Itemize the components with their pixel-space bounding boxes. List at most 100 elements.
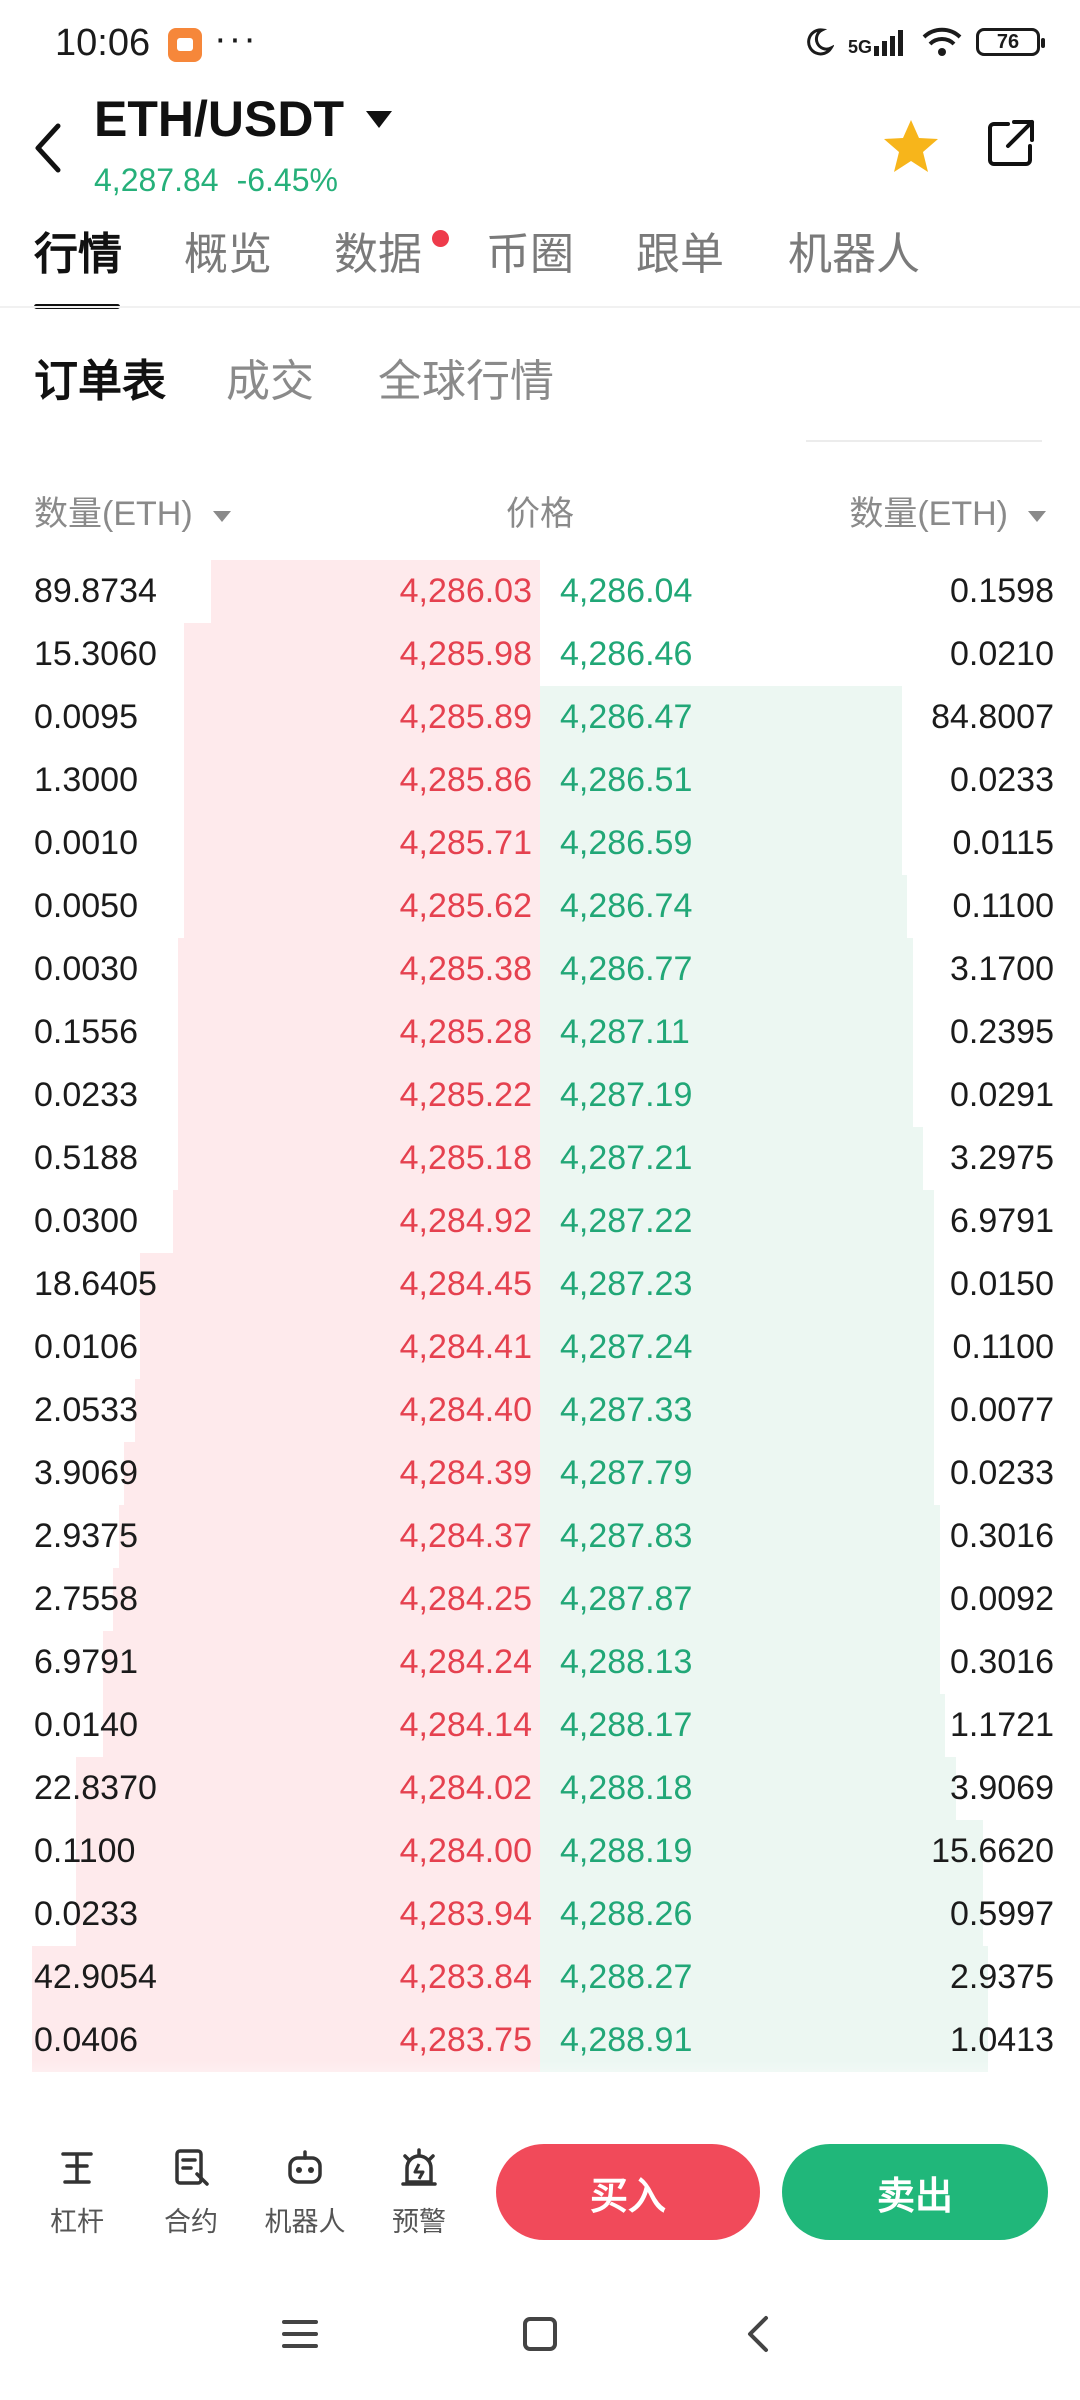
bid-depth-bar — [178, 938, 540, 1001]
order-book-row[interactable]: 2.0533 4,284.40 4,287.33 0.0077 — [0, 1379, 1080, 1442]
tab-circle[interactable]: 币圈 — [486, 230, 574, 279]
order-book-row[interactable]: 18.6405 4,284.45 4,287.23 0.0150 — [0, 1253, 1080, 1316]
bid-price: 4,286.03 — [399, 572, 532, 610]
robot-icon — [288, 2150, 322, 2184]
order-book-row[interactable]: 2.7558 4,284.25 4,287.87 0.0092 — [0, 1568, 1080, 1631]
bid-price: 4,285.28 — [399, 1013, 532, 1051]
bid-price: 4,284.39 — [399, 1454, 532, 1492]
share-icon[interactable] — [984, 116, 1038, 170]
ask-price: 4,288.17 — [560, 1706, 693, 1744]
ask-price: 4,287.22 — [560, 1202, 693, 1240]
bid-depth-bar — [211, 560, 540, 623]
bid-price: 4,285.62 — [399, 887, 532, 925]
tool-robot[interactable]: 机器人 — [250, 2146, 360, 2239]
order-book-row[interactable]: 0.0030 4,285.38 4,286.77 3.1700 — [0, 938, 1080, 1001]
ask-qty-dropdown-icon — [1028, 510, 1046, 522]
ask-qty: 0.0233 — [950, 1454, 1054, 1492]
ask-qty: 0.5997 — [950, 1895, 1054, 1933]
ask-depth-bar — [540, 1127, 923, 1190]
order-book-row[interactable]: 0.0050 4,285.62 4,286.74 0.1100 — [0, 875, 1080, 938]
back-icon[interactable] — [28, 118, 68, 178]
tab-copy-trade[interactable]: 跟单 — [636, 230, 724, 279]
sell-button[interactable]: 卖出 — [782, 2144, 1048, 2240]
pair-name: ETH/USDT — [94, 91, 344, 147]
ask-qty: 0.0092 — [950, 1580, 1054, 1618]
pair-selector[interactable]: ETH/USDT — [94, 90, 392, 148]
order-book-row[interactable]: 0.0106 4,284.41 4,287.24 0.1100 — [0, 1316, 1080, 1379]
ask-depth-bar — [540, 812, 902, 875]
ask-depth-bar — [540, 938, 913, 1001]
moon-icon — [807, 28, 834, 56]
order-book-row[interactable]: 0.5188 4,285.18 4,287.21 3.2975 — [0, 1127, 1080, 1190]
bid-price: 4,284.24 — [399, 1643, 532, 1681]
tool-alarm[interactable]: 预警 — [364, 2146, 474, 2239]
star-icon[interactable] — [880, 116, 942, 178]
ask-price: 4,288.19 — [560, 1832, 693, 1870]
bid-qty-header[interactable]: 数量(ETH) — [34, 486, 231, 535]
tab-data[interactable]: 数据 — [334, 230, 422, 279]
order-book-row[interactable]: 6.9791 4,284.24 4,288.13 0.3016 — [0, 1631, 1080, 1694]
bid-price: 4,285.18 — [399, 1139, 532, 1177]
ask-depth-bar — [540, 749, 902, 812]
ask-qty: 2.9375 — [950, 1958, 1054, 1996]
bid-depth-bar — [124, 1442, 540, 1505]
order-book-row[interactable]: 0.0233 4,283.94 4,288.26 0.5997 — [0, 1883, 1080, 1946]
bid-depth-bar — [184, 812, 540, 875]
bid-depth-bar — [184, 623, 540, 686]
ask-price: 4,288.26 — [560, 1895, 693, 1933]
ask-qty: 84.8007 — [931, 698, 1054, 736]
ask-qty: 0.0210 — [950, 635, 1054, 673]
list-fade — [0, 2060, 1080, 2106]
price-summary: 4,287.84 -6.45% — [94, 162, 338, 199]
order-book-row[interactable]: 0.0300 4,284.92 4,287.22 6.9791 — [0, 1190, 1080, 1253]
contract-icon — [175, 2149, 209, 2186]
order-book-row[interactable]: 42.9054 4,283.84 4,288.27 2.9375 — [0, 1946, 1080, 2009]
order-book-row[interactable]: 1.3000 4,285.86 4,286.51 0.0233 — [0, 749, 1080, 812]
order-book-row[interactable]: 89.8734 4,286.03 4,286.04 0.1598 — [0, 560, 1080, 623]
subtab-order-book[interactable]: 订单表 — [34, 357, 166, 406]
order-book-row[interactable]: 0.0233 4,285.22 4,287.19 0.0291 — [0, 1064, 1080, 1127]
order-book-row[interactable]: 0.0140 4,284.14 4,288.17 1.1721 — [0, 1694, 1080, 1757]
bid-depth-bar — [184, 749, 540, 812]
bid-price: 4,285.22 — [399, 1076, 532, 1114]
order-book-row[interactable]: 0.1556 4,285.28 4,287.11 0.2395 — [0, 1001, 1080, 1064]
subtab-global-market[interactable]: 全球行情 — [378, 357, 554, 406]
tool-leverage[interactable]: 杠杆 — [22, 2146, 132, 2239]
tab-overview[interactable]: 概览 — [184, 230, 272, 279]
ask-qty: 0.2395 — [950, 1013, 1054, 1051]
bid-depth-bar — [103, 1694, 540, 1757]
price-header: 价格 — [506, 495, 574, 533]
bid-depth-bar — [184, 875, 540, 938]
order-book-row[interactable]: 0.0095 4,285.89 4,286.47 84.8007 — [0, 686, 1080, 749]
order-book-row[interactable]: 22.8370 4,284.02 4,288.18 3.9069 — [0, 1757, 1080, 1820]
home-icon[interactable] — [516, 2310, 564, 2358]
ask-depth-bar — [540, 1190, 934, 1253]
bid-qty: 2.9375 — [34, 1517, 138, 1555]
ask-price: 4,287.19 — [560, 1076, 693, 1114]
back-nav-icon[interactable] — [736, 2310, 784, 2358]
order-book-row[interactable]: 3.9069 4,284.39 4,287.79 0.0233 — [0, 1442, 1080, 1505]
tool-contract[interactable]: 合约 — [136, 2146, 246, 2239]
order-book-row[interactable]: 0.1100 4,284.00 4,288.19 15.6620 — [0, 1820, 1080, 1883]
ask-depth-bar — [540, 1379, 934, 1442]
price-change: -6.45% — [236, 162, 338, 198]
ask-depth-bar — [540, 1946, 988, 2009]
ask-qty-header[interactable]: 数量(ETH) — [849, 486, 1046, 535]
bid-qty: 0.0233 — [34, 1076, 138, 1114]
ask-price: 4,286.51 — [560, 761, 693, 799]
tab-market[interactable]: 行情 — [34, 230, 122, 279]
bid-depth-bar — [76, 1883, 540, 1946]
bid-depth-bar — [76, 1820, 540, 1883]
sub-tabs: 订单表 成交 全球行情 — [0, 345, 1080, 406]
ask-price: 4,288.13 — [560, 1643, 693, 1681]
ask-qty: 3.1700 — [950, 950, 1054, 988]
tab-robot[interactable]: 机器人 — [788, 230, 920, 279]
subtab-trades[interactable]: 成交 — [226, 357, 314, 406]
ask-depth-bar — [540, 1505, 940, 1568]
buy-button[interactable]: 买入 — [496, 2144, 760, 2240]
menu-icon[interactable] — [276, 2310, 324, 2358]
order-book-row[interactable]: 15.3060 4,285.98 4,286.46 0.0210 — [0, 623, 1080, 686]
bid-qty: 6.9791 — [34, 1643, 138, 1681]
order-book-row[interactable]: 2.9375 4,284.37 4,287.83 0.3016 — [0, 1505, 1080, 1568]
order-book-row[interactable]: 0.0010 4,285.71 4,286.59 0.0115 — [0, 812, 1080, 875]
